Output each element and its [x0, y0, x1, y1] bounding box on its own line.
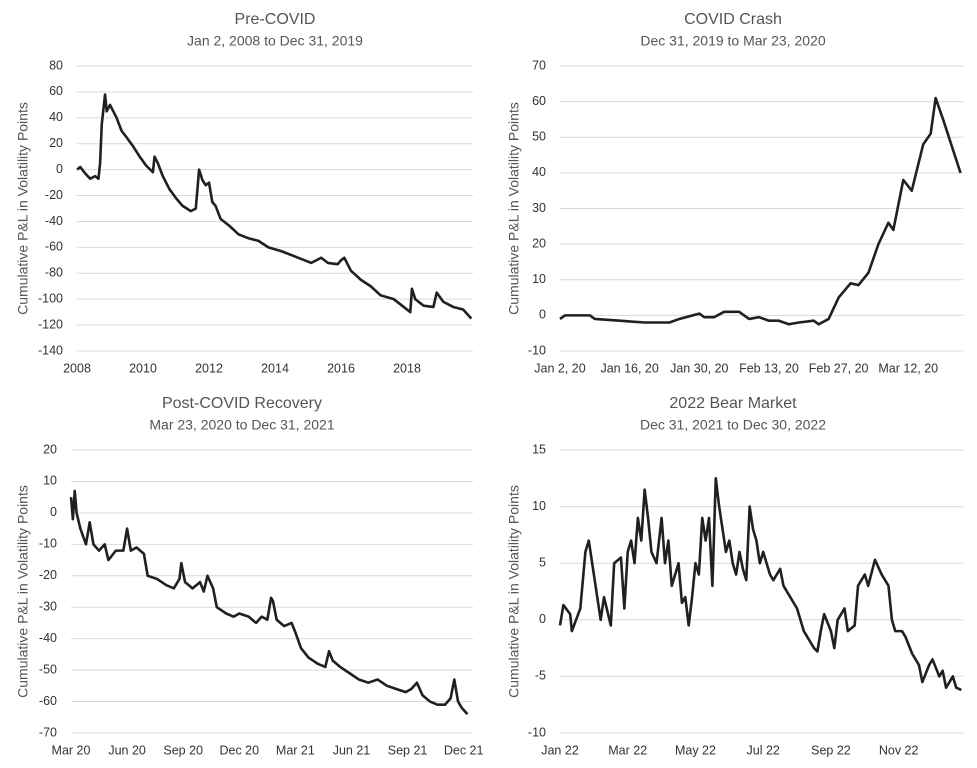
y-tick-label: 0	[50, 505, 57, 519]
x-tick-label: Sep 22	[811, 743, 851, 757]
y-tick-label: 10	[532, 272, 546, 286]
x-tick-label: Jan 2, 20	[534, 361, 585, 375]
y-tick-label: 80	[49, 58, 63, 72]
y-tick-label: 15	[532, 442, 546, 456]
x-tick-label: 2016	[327, 361, 355, 375]
y-tick-label: -60	[45, 240, 63, 254]
y-tick-label: -10	[39, 537, 57, 551]
y-tick-label: 20	[43, 442, 57, 456]
chart-title: Post-COVID Recovery	[162, 395, 322, 412]
y-tick-label: -70	[39, 725, 57, 739]
x-tick-label: 2014	[261, 361, 289, 375]
data-line	[76, 93, 473, 320]
y-tick-label: -5	[535, 669, 546, 683]
x-tick-label: Dec 20	[219, 743, 259, 757]
x-tick-label: Mar 21	[276, 743, 315, 757]
x-tick-label: Sep 21	[388, 743, 428, 757]
y-tick-label: -50	[39, 662, 57, 676]
y-tick-label: 5	[539, 555, 546, 569]
chart-title: COVID Crash	[684, 11, 782, 28]
y-tick-label: 10	[43, 474, 57, 488]
x-tick-label: Dec 21	[444, 743, 484, 757]
subplot: Post-COVID Recovery Mar 23, 2020 to Dec 3…	[15, 395, 484, 757]
y-tick-label: 20	[532, 236, 546, 250]
x-tick-label: Jul 22	[747, 743, 780, 757]
subplot: 2022 Bear Market Dec 31, 2021 to Dec 30, …	[506, 395, 963, 757]
chart-title: Pre-COVID	[235, 11, 316, 28]
data-line	[559, 96, 962, 326]
chart-title: 2022 Bear Market	[669, 395, 797, 412]
y-tick-label: 20	[49, 136, 63, 150]
y-tick-label: -120	[38, 317, 63, 331]
chart-subtitle: Dec 31, 2019 to Mar 23, 2020	[640, 33, 825, 49]
x-tick-label: Jan 16, 20	[600, 361, 658, 375]
x-tick-label: 2008	[63, 361, 91, 375]
data-line	[558, 477, 962, 692]
x-tick-label: Mar 22	[608, 743, 647, 757]
y-axis-label: Cumulative P&L in Volatility Points	[506, 102, 522, 315]
y-axis-label: Cumulative P&L in Volatility Points	[15, 485, 31, 698]
y-tick-label: 30	[532, 201, 546, 215]
y-tick-label: -10	[528, 725, 546, 739]
x-tick-label: 2012	[195, 361, 223, 375]
y-tick-label: 70	[532, 58, 546, 72]
y-tick-label: 0	[56, 162, 63, 176]
x-tick-label: Jun 21	[333, 743, 371, 757]
y-tick-label: -40	[39, 631, 57, 645]
x-tick-label: Nov 22	[879, 743, 919, 757]
y-tick-label: 10	[532, 499, 546, 513]
chart-subtitle: Mar 23, 2020 to Dec 31, 2021	[149, 417, 334, 433]
x-tick-label: Feb 13, 20	[739, 361, 799, 375]
y-axis-label: Cumulative P&L in Volatility Points	[506, 485, 522, 698]
y-tick-label: -20	[39, 568, 57, 582]
y-tick-label: 40	[532, 165, 546, 179]
y-tick-label: 50	[532, 130, 546, 144]
y-tick-label: 0	[539, 308, 546, 322]
x-tick-label: Mar 20	[52, 743, 91, 757]
y-tick-label: 60	[532, 94, 546, 108]
y-tick-label: -80	[45, 266, 63, 280]
y-tick-label: 0	[539, 612, 546, 626]
x-tick-label: Feb 27, 20	[809, 361, 869, 375]
y-tick-label: 60	[49, 84, 63, 98]
y-tick-label: -140	[38, 343, 63, 357]
x-tick-label: 2010	[129, 361, 157, 375]
y-tick-label: -10	[528, 343, 546, 357]
x-tick-label: Jan 30, 20	[670, 361, 728, 375]
y-tick-label: -40	[45, 214, 63, 228]
chart-subtitle: Dec 31, 2021 to Dec 30, 2022	[640, 417, 826, 433]
x-tick-label: Jan 22	[541, 743, 579, 757]
chart-subtitle: Jan 2, 2008 to Dec 31, 2019	[187, 33, 363, 49]
x-tick-label: Jun 20	[108, 743, 146, 757]
x-tick-label: 2018	[393, 361, 421, 375]
y-tick-label: -30	[39, 600, 57, 614]
y-tick-label: -60	[39, 694, 57, 708]
x-tick-label: May 22	[675, 743, 716, 757]
x-tick-label: Sep 20	[163, 743, 203, 757]
data-line	[69, 489, 469, 715]
y-axis-label: Cumulative P&L in Volatility Points	[15, 102, 31, 315]
x-tick-label: Mar 12, 20	[878, 361, 938, 375]
subplot: COVID Crash Dec 31, 2019 to Mar 23, 2020 C…	[506, 11, 963, 375]
y-tick-label: -20	[45, 188, 63, 202]
subplot: Pre-COVID Jan 2, 2008 to Dec 31, 2019 Cumu…	[15, 11, 473, 375]
y-tick-label: 40	[49, 110, 63, 124]
y-tick-label: -100	[38, 291, 63, 305]
